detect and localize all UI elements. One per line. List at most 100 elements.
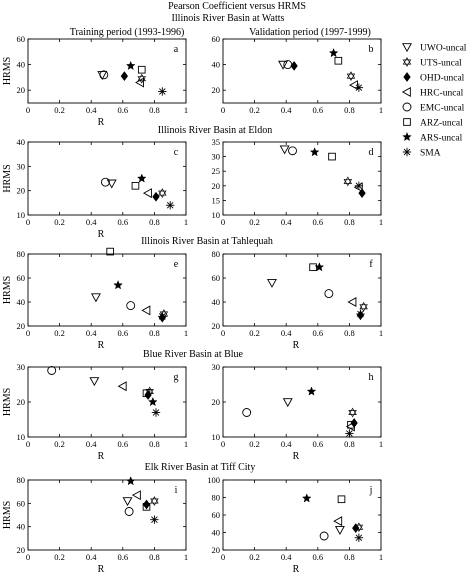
y-tick-label: 30 <box>212 152 221 162</box>
x-tick-label: 0.2 <box>54 217 65 227</box>
panel-i: 0 0.2 0.4 0.6 0.8 1 20 40 60 80 R HRMS i <box>2 475 188 575</box>
panel-a: 0 0.2 0.4 0.6 0.8 1 20 40 60 R HRMS a <box>2 34 188 128</box>
point-arz-uncal <box>131 181 140 190</box>
point-uwo-uncal <box>122 497 133 507</box>
point-hrc-uncal <box>142 188 152 199</box>
legend-label: HRC-uncal <box>420 89 464 99</box>
y-tick-label: 60 <box>212 510 221 520</box>
x-tick-label: 0 <box>221 328 225 338</box>
point-ohd-uncal <box>358 188 366 198</box>
y-tick-label: 40 <box>17 137 26 147</box>
point-sma <box>166 201 175 210</box>
point-emc-uncal <box>124 507 134 516</box>
y-tick-label: 40 <box>17 522 26 532</box>
point-emc-uncal <box>100 177 110 187</box>
panel-e: 0 0.2 0.4 0.6 0.8 1 20 40 60 80 R HRMS e <box>2 247 188 351</box>
x-tick-label: 0.8 <box>149 217 160 227</box>
panel-letter: h <box>369 372 374 383</box>
x-tick-label: 0 <box>26 552 30 562</box>
x-tick-label: 0.6 <box>312 328 323 338</box>
x-tick-label: 0.2 <box>249 105 260 115</box>
x-axis-label: R <box>293 564 300 575</box>
plot-frame-b <box>222 38 382 104</box>
period-title-validation: Validation period (1997-1999) <box>249 27 371 38</box>
y-tick-label: 80 <box>17 249 26 259</box>
x-tick-label: 0.4 <box>281 217 292 227</box>
y-tick-label: 80 <box>212 493 221 503</box>
plot-frame-a <box>27 38 187 104</box>
point-uts-uncal <box>158 188 167 199</box>
point-ars-uncal <box>301 493 312 503</box>
point-uts-uncal <box>346 71 356 82</box>
point-ohd-uncal <box>152 191 160 202</box>
y-tick-label: 60 <box>17 273 26 283</box>
legend-label: EMC-uncal <box>420 104 465 114</box>
x-tick-label: 0.4 <box>86 328 97 338</box>
y-axis-label: HRMS <box>2 388 13 416</box>
x-tick-label: 0 <box>26 217 30 227</box>
point-ars-uncal <box>125 476 136 486</box>
point-arz-uncal <box>142 389 151 398</box>
x-tick-label: 0.2 <box>249 552 260 562</box>
point-arz-uncal <box>309 263 317 272</box>
point-arz-uncal <box>337 495 346 504</box>
y-tick-label: 40 <box>17 297 26 307</box>
x-tick-label: 1 <box>379 439 383 449</box>
point-emc-uncal <box>242 408 252 417</box>
x-tick-label: 0.8 <box>149 552 160 562</box>
plot-frame-c <box>27 141 187 216</box>
x-axis-label: R <box>98 564 105 575</box>
x-tick-label: 0.4 <box>281 105 292 115</box>
period-title-training: Training period (1993-1996) <box>69 27 185 38</box>
basin-title-tahlequah: Illinois River Basin at Tahlequah <box>141 236 273 247</box>
x-tick-label: 0 <box>221 217 225 227</box>
point-emc-uncal <box>47 366 57 375</box>
y-tick-label: 60 <box>212 34 221 44</box>
x-tick-label: 1 <box>184 439 188 449</box>
point-arz-uncal <box>347 420 355 429</box>
y-axis-label: HRMS <box>2 164 13 192</box>
x-tick-label: 0 <box>221 552 225 562</box>
point-sma <box>354 533 364 542</box>
y-tick-label: 60 <box>17 34 26 44</box>
basin-title-elk: Elk River Basin at Tiff City <box>144 462 256 473</box>
point-ars-uncal <box>113 280 123 290</box>
x-axis-label: R <box>98 229 105 240</box>
panel-letter: f <box>369 259 373 270</box>
plot-frame-i <box>27 479 187 551</box>
y-tick-label: 20 <box>212 85 221 95</box>
point-sma <box>354 181 364 190</box>
point-uts-uncal <box>359 301 368 312</box>
point-uwo-uncal <box>279 145 290 155</box>
y-tick-label: 20 <box>17 321 26 331</box>
x-tick-label: 0.8 <box>149 439 160 449</box>
x-tick-label: 0.8 <box>344 328 355 338</box>
x-tick-label: 0.8 <box>149 105 160 115</box>
x-tick-label: 0.2 <box>54 105 65 115</box>
plot-frame-d <box>222 141 382 216</box>
point-hrc-uncal <box>347 297 357 307</box>
point-uwo-uncal <box>282 398 293 408</box>
legend-label: UTS-uncal <box>420 59 462 69</box>
y-tick-label: 10 <box>17 210 26 220</box>
panel-c: 0 0.2 0.4 0.6 0.8 1 10 20 30 40 R HRMS c <box>2 137 188 240</box>
point-emc-uncal <box>324 289 334 299</box>
x-tick-label: 0.6 <box>312 217 323 227</box>
y-tick-label: 10 <box>212 432 221 442</box>
panel-b: 0 0.2 0.4 0.6 0.8 1 20 40 60 b <box>212 34 384 115</box>
y-tick-label: 10 <box>17 432 26 442</box>
y-tick-label: 80 <box>17 475 26 485</box>
y-tick-label: 35 <box>212 137 221 147</box>
panel-letter: j <box>369 485 373 496</box>
y-tick-label: 40 <box>17 60 26 70</box>
legend-marker-ars-uncal <box>402 131 412 142</box>
panel-letter: a <box>174 44 179 55</box>
point-uwo-uncal <box>106 179 117 189</box>
x-tick-label: 0.6 <box>117 328 128 338</box>
panel-g: 0 0.2 0.4 0.6 0.8 1 10 20 30 R HRMS g <box>2 362 188 462</box>
x-tick-label: 0.2 <box>249 439 260 449</box>
panel-letter: b <box>369 44 374 55</box>
x-tick-label: 0 <box>26 439 30 449</box>
plot-frame-g <box>27 366 187 438</box>
y-tick-label: 100 <box>207 475 220 485</box>
